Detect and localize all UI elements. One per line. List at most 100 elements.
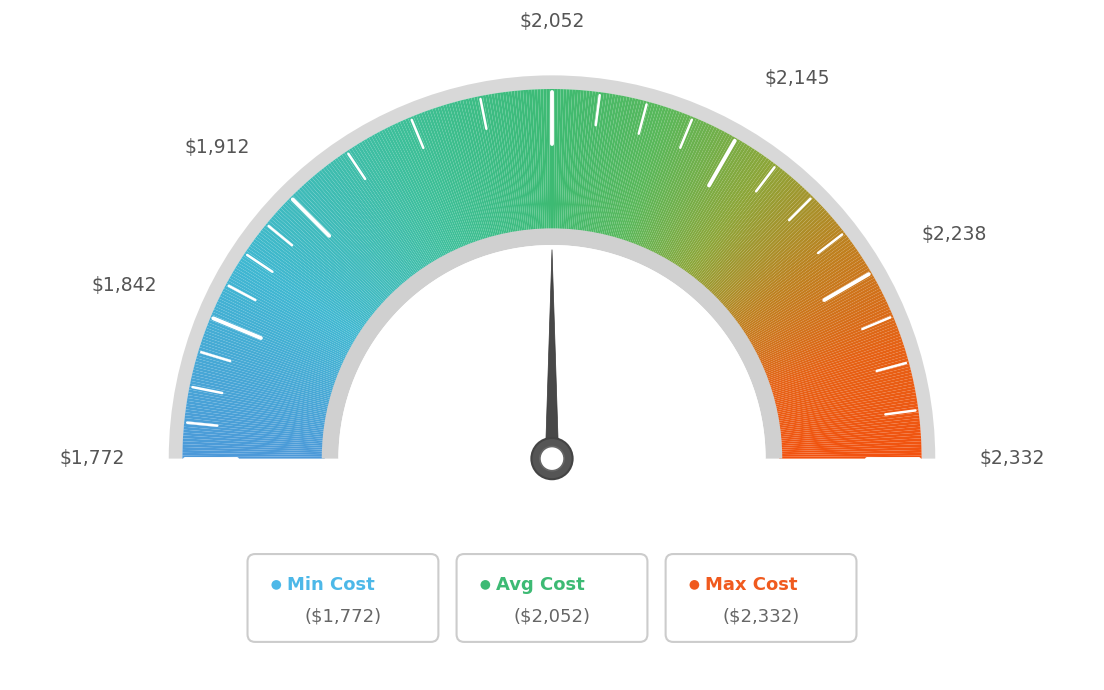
Wedge shape (209, 320, 341, 375)
Wedge shape (676, 148, 755, 268)
Wedge shape (593, 95, 622, 235)
Wedge shape (772, 366, 911, 404)
Wedge shape (330, 161, 417, 277)
Wedge shape (182, 450, 325, 455)
Wedge shape (312, 176, 406, 286)
Wedge shape (223, 288, 350, 355)
Wedge shape (575, 91, 593, 233)
Wedge shape (310, 177, 404, 287)
Wedge shape (751, 278, 875, 349)
Wedge shape (696, 172, 787, 284)
Wedge shape (511, 91, 529, 233)
Wedge shape (684, 158, 769, 275)
Wedge shape (248, 246, 367, 329)
Wedge shape (591, 95, 618, 235)
Wedge shape (269, 219, 379, 313)
Wedge shape (570, 90, 584, 233)
Text: Avg Cost: Avg Cost (497, 576, 585, 594)
Wedge shape (778, 433, 921, 444)
Wedge shape (581, 92, 602, 233)
Wedge shape (497, 92, 520, 234)
Wedge shape (215, 304, 346, 365)
Text: ($1,772): ($1,772) (305, 607, 382, 625)
Wedge shape (444, 104, 487, 241)
Wedge shape (598, 97, 629, 237)
Text: ($2,332): ($2,332) (722, 607, 799, 625)
Wedge shape (237, 263, 359, 340)
Wedge shape (763, 320, 895, 375)
Wedge shape (686, 159, 772, 276)
Wedge shape (775, 384, 914, 414)
Wedge shape (463, 99, 499, 238)
Wedge shape (768, 347, 905, 392)
Wedge shape (637, 116, 693, 248)
Wedge shape (452, 102, 492, 240)
Wedge shape (744, 261, 866, 338)
Wedge shape (192, 373, 331, 407)
Wedge shape (711, 195, 814, 298)
Wedge shape (182, 447, 325, 453)
Wedge shape (607, 100, 644, 239)
Wedge shape (555, 89, 561, 231)
Wedge shape (755, 293, 884, 359)
Text: $2,052: $2,052 (519, 12, 585, 32)
Wedge shape (517, 90, 532, 233)
Wedge shape (285, 201, 389, 302)
Wedge shape (308, 179, 403, 288)
Wedge shape (777, 415, 920, 434)
Wedge shape (640, 118, 699, 250)
Wedge shape (213, 309, 344, 368)
Wedge shape (627, 110, 677, 245)
Wedge shape (216, 302, 347, 364)
Wedge shape (757, 299, 887, 362)
Wedge shape (761, 312, 892, 370)
Wedge shape (629, 111, 680, 246)
Wedge shape (735, 239, 851, 325)
Wedge shape (290, 195, 393, 298)
Wedge shape (321, 228, 783, 459)
Wedge shape (246, 248, 365, 331)
Text: Max Cost: Max Cost (705, 576, 798, 594)
Wedge shape (206, 325, 340, 378)
Wedge shape (287, 199, 390, 300)
Wedge shape (475, 97, 506, 237)
Wedge shape (779, 453, 922, 457)
Wedge shape (558, 89, 564, 232)
Wedge shape (614, 103, 655, 240)
Wedge shape (752, 283, 879, 353)
Wedge shape (185, 409, 327, 430)
Wedge shape (198, 350, 335, 393)
Wedge shape (446, 104, 489, 241)
Text: $2,238: $2,238 (921, 225, 987, 244)
Wedge shape (230, 275, 354, 348)
Wedge shape (211, 315, 342, 372)
Wedge shape (477, 96, 508, 236)
Wedge shape (264, 225, 375, 317)
Wedge shape (742, 256, 862, 335)
Wedge shape (400, 121, 460, 252)
Wedge shape (768, 344, 904, 390)
Wedge shape (440, 106, 485, 242)
Wedge shape (267, 221, 378, 314)
Wedge shape (779, 447, 922, 453)
Wedge shape (773, 370, 912, 406)
Wedge shape (732, 232, 846, 321)
Wedge shape (754, 288, 881, 355)
Wedge shape (222, 290, 350, 357)
Wedge shape (701, 179, 796, 288)
Wedge shape (187, 398, 328, 423)
Wedge shape (203, 333, 338, 384)
Wedge shape (243, 253, 363, 334)
Wedge shape (546, 89, 550, 231)
Wedge shape (491, 94, 517, 235)
Wedge shape (590, 94, 616, 235)
Wedge shape (577, 91, 595, 233)
Wedge shape (779, 438, 921, 448)
Wedge shape (769, 353, 907, 395)
Wedge shape (639, 117, 697, 249)
Wedge shape (361, 141, 436, 264)
Wedge shape (288, 197, 391, 299)
Wedge shape (397, 121, 458, 253)
Wedge shape (500, 92, 522, 234)
Wedge shape (403, 119, 461, 250)
